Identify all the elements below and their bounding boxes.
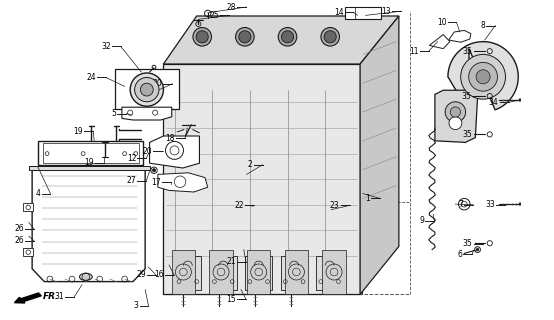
Text: 23: 23 bbox=[330, 201, 340, 210]
Text: 8: 8 bbox=[480, 21, 485, 30]
Bar bbox=[23, 203, 33, 211]
Text: 21: 21 bbox=[227, 257, 236, 266]
Bar bbox=[281, 256, 307, 290]
Text: 3: 3 bbox=[134, 301, 138, 310]
Text: 20: 20 bbox=[142, 147, 152, 156]
Ellipse shape bbox=[140, 83, 153, 96]
Text: 5: 5 bbox=[111, 109, 116, 118]
Ellipse shape bbox=[476, 248, 479, 251]
Text: 35: 35 bbox=[463, 239, 473, 248]
Ellipse shape bbox=[196, 31, 208, 43]
Polygon shape bbox=[429, 35, 450, 49]
Bar bbox=[285, 250, 308, 294]
Bar bbox=[245, 256, 272, 290]
Bar bbox=[345, 7, 381, 19]
Ellipse shape bbox=[469, 62, 497, 91]
Text: 7: 7 bbox=[458, 200, 463, 209]
Text: 4: 4 bbox=[35, 189, 40, 198]
Text: 17: 17 bbox=[151, 178, 161, 187]
Ellipse shape bbox=[193, 28, 212, 46]
Text: 13: 13 bbox=[382, 7, 391, 16]
Polygon shape bbox=[448, 42, 519, 112]
Polygon shape bbox=[158, 173, 208, 192]
Ellipse shape bbox=[235, 28, 254, 46]
Polygon shape bbox=[435, 90, 478, 142]
Text: 15: 15 bbox=[227, 295, 236, 304]
Text: 9: 9 bbox=[419, 216, 424, 225]
Text: 2: 2 bbox=[248, 160, 253, 169]
Ellipse shape bbox=[450, 107, 460, 117]
Polygon shape bbox=[163, 64, 360, 294]
Text: 27: 27 bbox=[127, 176, 136, 185]
Bar bbox=[115, 69, 179, 109]
Ellipse shape bbox=[476, 70, 490, 84]
Ellipse shape bbox=[449, 117, 462, 130]
Ellipse shape bbox=[135, 77, 159, 102]
Text: 19: 19 bbox=[74, 127, 83, 136]
Bar bbox=[322, 250, 346, 294]
Text: 1: 1 bbox=[365, 194, 370, 203]
Bar bbox=[163, 203, 362, 294]
Ellipse shape bbox=[321, 28, 340, 46]
Text: 35: 35 bbox=[463, 47, 473, 56]
Polygon shape bbox=[360, 16, 399, 294]
Bar bbox=[163, 205, 362, 290]
Text: 35: 35 bbox=[461, 92, 471, 100]
Text: 12: 12 bbox=[127, 154, 136, 163]
Text: 22: 22 bbox=[235, 201, 244, 210]
Text: 11: 11 bbox=[409, 47, 419, 56]
Ellipse shape bbox=[152, 169, 156, 172]
Bar bbox=[29, 166, 150, 170]
Ellipse shape bbox=[461, 54, 505, 99]
Text: 10: 10 bbox=[437, 18, 447, 27]
Polygon shape bbox=[163, 16, 399, 64]
Text: 6: 6 bbox=[457, 250, 462, 259]
Polygon shape bbox=[38, 141, 143, 165]
Text: 28: 28 bbox=[227, 3, 236, 12]
Text: 33: 33 bbox=[485, 200, 495, 209]
Bar bbox=[43, 143, 138, 163]
Text: 25: 25 bbox=[210, 11, 219, 20]
Bar bbox=[316, 256, 343, 290]
Text: 19: 19 bbox=[85, 158, 94, 167]
Ellipse shape bbox=[445, 102, 465, 122]
Text: 16: 16 bbox=[155, 270, 164, 279]
Ellipse shape bbox=[79, 273, 93, 280]
Text: 24: 24 bbox=[86, 73, 96, 82]
Text: 32: 32 bbox=[101, 42, 111, 51]
Text: FR.: FR. bbox=[43, 292, 60, 301]
Text: 35: 35 bbox=[463, 130, 473, 139]
Ellipse shape bbox=[130, 73, 163, 106]
Bar bbox=[175, 256, 201, 290]
Bar bbox=[210, 256, 237, 290]
Text: 26: 26 bbox=[14, 236, 24, 245]
Text: 30: 30 bbox=[152, 79, 162, 88]
Ellipse shape bbox=[281, 31, 294, 43]
Ellipse shape bbox=[239, 31, 251, 43]
Polygon shape bbox=[150, 136, 199, 168]
Text: 26: 26 bbox=[14, 224, 24, 233]
Ellipse shape bbox=[278, 28, 297, 46]
Bar bbox=[209, 250, 233, 294]
Bar bbox=[247, 250, 270, 294]
Text: 31: 31 bbox=[55, 292, 64, 301]
Text: 34: 34 bbox=[489, 98, 499, 107]
Ellipse shape bbox=[324, 31, 336, 43]
Polygon shape bbox=[122, 107, 172, 120]
Bar bbox=[172, 250, 195, 294]
FancyArrow shape bbox=[14, 293, 41, 303]
Text: 14: 14 bbox=[334, 8, 343, 17]
Text: 29: 29 bbox=[136, 270, 146, 279]
Text: 18: 18 bbox=[166, 134, 175, 143]
Bar bbox=[23, 248, 33, 256]
Polygon shape bbox=[449, 30, 471, 42]
Polygon shape bbox=[32, 168, 145, 282]
